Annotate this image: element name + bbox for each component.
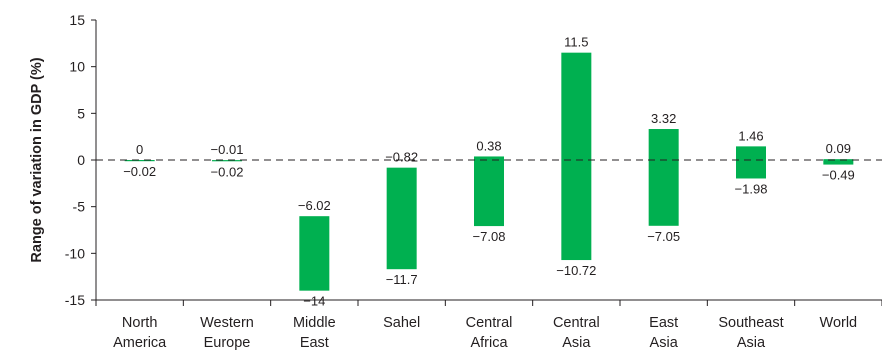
y-axis-ticks: 15 10 5 0 -5 -10 -15 [65, 12, 882, 308]
bars [124, 52, 854, 291]
bar [474, 156, 504, 227]
category-label: Western [200, 315, 254, 331]
data-label-high: 11.5 [564, 35, 588, 50]
category-label: Africa [470, 335, 508, 351]
data-label-low: −10.72 [556, 263, 596, 278]
category-label: America [113, 335, 167, 351]
bar [561, 52, 592, 261]
bar [212, 160, 242, 162]
y-axis-title-group: Range of variation in GDP (%) [29, 57, 45, 262]
y-axis-title: Range of variation in GDP (%) [29, 57, 45, 262]
data-labels: 0 −0.02 −0.01 −0.02 −6.02 −14 −0.82 −11.7 0.38 −7… [123, 35, 855, 309]
y-tick-label: -10 [65, 245, 85, 261]
data-label-high: −6.02 [298, 198, 331, 213]
data-label-high: −0.01 [211, 142, 244, 157]
category-label: Asia [737, 335, 766, 351]
y-tick-label: 15 [69, 12, 85, 28]
category-label: Central [466, 315, 513, 331]
bar [823, 159, 854, 165]
axes [95, 20, 882, 301]
bar [736, 146, 766, 179]
data-label-low: −11.7 [386, 272, 418, 287]
category-label: Asia [650, 335, 679, 351]
data-label-high: 0.09 [826, 141, 851, 156]
data-label-high: 1.46 [738, 128, 763, 143]
category-label: Southeast [718, 315, 783, 331]
data-label-low: −0.49 [822, 168, 855, 183]
category-labels: North America Western Europe Middle East Sahel… [113, 315, 857, 351]
data-label-high: 0.38 [476, 138, 501, 153]
category-label: Middle [293, 315, 336, 331]
category-label: World [820, 315, 858, 331]
category-label: Asia [562, 335, 591, 351]
y-tick-label: -15 [65, 292, 85, 308]
bar [648, 129, 679, 226]
y-tick-label: -5 [73, 199, 86, 215]
y-tick-label: 0 [77, 152, 85, 168]
data-label-high: −0.82 [385, 150, 418, 165]
data-label-low: −7.08 [473, 229, 506, 244]
data-label-low: −1.98 [735, 181, 768, 196]
data-label-low: −14 [303, 294, 325, 309]
category-label: North [122, 315, 157, 331]
data-label-high: 0 [136, 142, 143, 157]
y-tick-label: 10 [69, 59, 85, 75]
category-label: East [649, 315, 678, 331]
category-label: Europe [204, 335, 251, 351]
bar [299, 216, 330, 291]
category-label: Sahel [383, 315, 420, 331]
category-label: Central [553, 315, 600, 331]
data-label-low: −0.02 [211, 164, 244, 179]
category-label: East [300, 335, 329, 351]
data-label-low: −0.02 [123, 164, 156, 179]
data-label-high: 3.32 [651, 111, 676, 126]
bar [124, 160, 155, 162]
data-label-low: −7.05 [647, 229, 680, 244]
bar [386, 167, 417, 270]
y-tick-label: 5 [77, 105, 85, 121]
